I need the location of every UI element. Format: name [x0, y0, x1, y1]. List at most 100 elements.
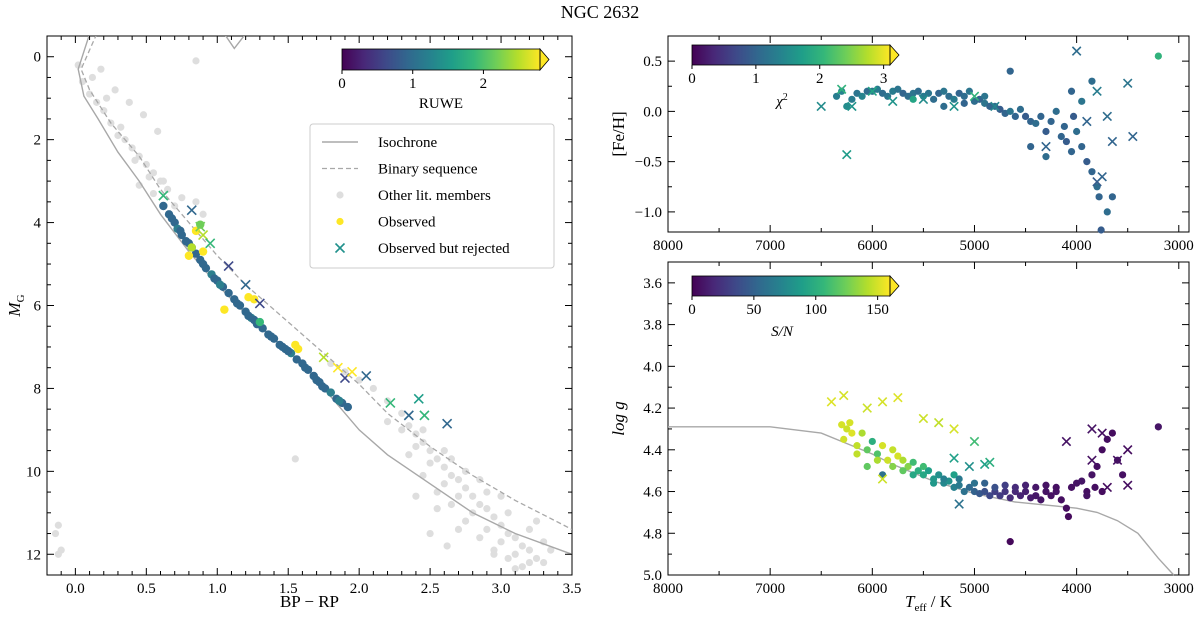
other-member-point [405, 422, 413, 430]
observed-point [187, 243, 196, 252]
other-member-point [483, 525, 491, 533]
other-member-point [433, 505, 441, 513]
logg-point [986, 492, 994, 500]
logg-point [981, 487, 989, 496]
observed-point [232, 299, 242, 308]
feh-rejected-point [1097, 171, 1107, 182]
other-member-point [85, 90, 94, 98]
other-member-point [461, 517, 470, 525]
logg-rejected-point [969, 436, 980, 447]
rejected-point-stroke-b [158, 190, 169, 201]
logg-point [858, 429, 866, 437]
feh-rejected-point [1122, 78, 1133, 89]
logg-rejected-point-stroke-b [826, 397, 837, 407]
other-member-point [454, 476, 463, 484]
rejected-point-stroke-b [419, 410, 430, 421]
feh-point [914, 87, 922, 95]
cmd-y-axis-label: MG [5, 294, 27, 317]
logg-x-axis-label-main: T [905, 592, 916, 611]
logg-point [1032, 483, 1040, 491]
other-member-point [443, 542, 451, 550]
legend-other-members-swatch [336, 191, 344, 199]
observed-point [244, 311, 253, 321]
other-member-point [490, 513, 498, 521]
logg-rejected-point-stroke-b [1061, 436, 1072, 447]
logg-point [1006, 538, 1014, 546]
cmd-y-tick-label: 8 [34, 381, 42, 397]
rejected-point [240, 279, 251, 290]
feh-point [1032, 119, 1040, 128]
logg-point [1057, 496, 1065, 504]
logg-x-tick-label: 3000 [1164, 581, 1194, 597]
feh-point [1037, 112, 1045, 121]
rejected-point [403, 410, 414, 421]
other-member-point [525, 546, 534, 554]
logg-point [840, 435, 848, 443]
feh-rejected-point [1082, 116, 1092, 127]
logg-point [950, 471, 958, 479]
cmd-legend: Isochrone Binary sequence Other lit. membe… [309, 123, 555, 269]
feh-rejected-point [969, 91, 980, 102]
other-member-point [383, 417, 392, 426]
ruwe-colorbar: 0 1 2 RUWE [338, 47, 550, 112]
logg-point [1108, 429, 1116, 437]
logg-point [1021, 481, 1030, 489]
logg-x-axis-label-unit: / K [926, 592, 952, 611]
feh-rejected-point-stroke-b [949, 101, 959, 112]
logg-rejected-point [1122, 480, 1133, 491]
feh-point [1103, 208, 1111, 216]
rejected-point [385, 397, 396, 409]
logg-y-axis-label: log g [609, 401, 628, 435]
cmd-x-tick-label: 3.0 [492, 581, 511, 597]
logg-x-tick-label: 7000 [755, 581, 785, 597]
logg-point [1052, 483, 1060, 491]
feh-rejected-point-stroke-b [887, 96, 898, 107]
ruwe-colorbar-tick-label: 2 [480, 76, 488, 92]
feh-rejected-point [990, 101, 1000, 112]
legend-label: Isochrone [378, 135, 437, 151]
logg-point [965, 483, 973, 491]
other-member-point [88, 73, 97, 82]
observed-point [278, 342, 287, 352]
logg-rejected-point [985, 457, 995, 468]
observed-point [191, 249, 201, 258]
chi2-colorbar-tick-label: 3 [880, 71, 888, 87]
feh-point [858, 92, 866, 100]
logg-point [853, 450, 861, 458]
logg-point [1047, 492, 1055, 500]
other-member-point [426, 459, 434, 467]
other-member-point [131, 156, 139, 164]
feh-point [1011, 112, 1019, 121]
feh-point [986, 102, 994, 110]
logg-rejected-point-stroke-b [918, 413, 929, 424]
chi2-colorbar-tick-label: 2 [816, 71, 824, 87]
feh-point [863, 87, 871, 95]
feh-point [930, 95, 938, 103]
cmd-plot-area [46, 35, 573, 576]
feh-point [832, 92, 841, 100]
logg-rejected-point-stroke-b [877, 397, 888, 407]
ruwe-colorbar-extend-arrow [539, 47, 550, 72]
ruwe-colorbar-tick-label: 1 [409, 76, 417, 92]
feh-rejected-point [1041, 141, 1051, 152]
feh-rejected-point-stroke-b [969, 91, 980, 102]
chi2-colorbar-gradient [692, 45, 890, 65]
cmd-x-tick-label: 2.0 [350, 581, 369, 597]
legend-label: Observed [378, 215, 436, 231]
rejected-point [442, 418, 453, 429]
rejected-point-stroke-b [442, 418, 453, 429]
rejected-point [361, 370, 372, 382]
rejected-point-stroke-b [186, 205, 197, 216]
other-member-point [433, 455, 441, 463]
logg-point [1006, 494, 1014, 502]
observed-point [176, 226, 185, 236]
logg-rejected-point [838, 390, 849, 401]
feh-rejected-point-stroke-b [842, 149, 852, 160]
observed-point [198, 247, 208, 256]
feh-point [940, 102, 948, 110]
other-member-point [117, 123, 125, 131]
other-member-point [164, 185, 172, 194]
logg-rejected-point [1097, 428, 1107, 438]
feh-rejected-point-stroke-b [918, 94, 929, 105]
